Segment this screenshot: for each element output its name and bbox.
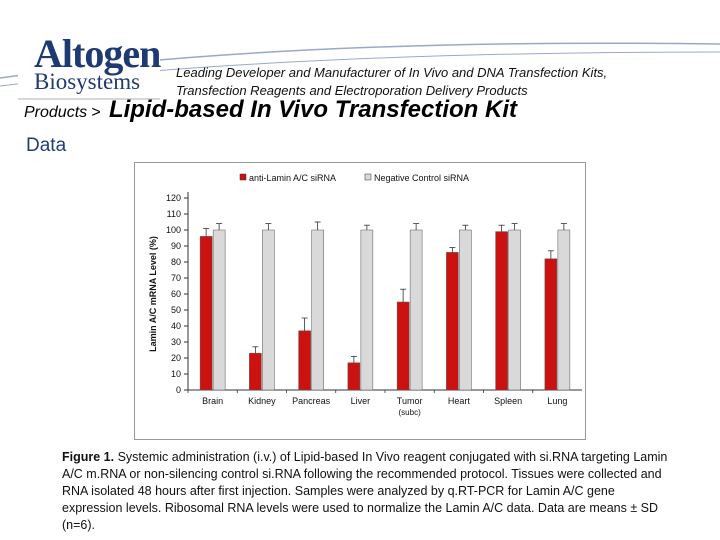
bar-series-2 [311,229,324,391]
x-tick-sublabel: (subc) [399,408,422,417]
lamin-expression-chart: anti-Lamin A/C siRNA Negative Control siR… [134,162,586,440]
x-tick-label: Brain [202,396,223,406]
logo-wordmark-bottom: Biosystems [34,69,141,94]
x-tick-label: Heart [448,396,471,406]
bar-series-1 [298,330,311,391]
breadcrumb-products-link[interactable]: Products [24,104,88,121]
bar-series-1 [495,231,508,391]
company-logo: Altogen Biosystems [18,24,161,100]
bar-series-2 [262,229,275,391]
y-tick-label: 30 [171,337,181,347]
y-tick-label: 100 [166,225,181,235]
y-tick-label: 70 [171,273,181,283]
x-tick-label: Spleen [494,396,522,406]
x-tick-label: Lung [547,396,567,406]
bar-series-2 [212,229,226,391]
y-tick-label: 20 [171,353,181,363]
breadcrumb-separator: > [91,104,101,121]
y-tick-label: 120 [166,193,181,203]
legend-swatch-series-1 [239,173,247,181]
breadcrumb: Products > Lipid-based In Vivo Transfecti… [24,96,517,124]
x-tick-label: Tumor [397,396,423,406]
bar-series-2 [508,229,521,391]
bar-series-2 [409,229,423,391]
bar-series-1 [249,352,262,391]
y-tick-label: 50 [171,305,181,315]
x-tick-label: Liver [351,396,371,406]
y-tick-label: 40 [171,321,181,331]
figure-caption-lead: Figure 1. [62,450,115,464]
legend-label-series-2: Negative Control siRNA [374,173,469,183]
legend-swatch-series-2 [364,173,372,181]
y-tick-label: 0 [176,385,181,395]
page-title: Lipid-based In Vivo Transfection Kit [108,96,517,123]
bar-series-2 [360,229,374,391]
y-tick-label: 10 [171,369,181,379]
y-tick-label: 80 [171,257,181,267]
bar-series-1 [446,252,459,391]
figure-caption-body: Systemic administration (i.v.) of Lipid-… [62,450,668,532]
bar-series-2 [557,229,571,391]
y-tick-label: 60 [171,289,181,299]
logo-wordmark-top: Altogen [34,31,161,76]
y-axis-label: Lamin A/C mRNA Level (%) [148,236,158,352]
x-tick-label: Pancreas [292,396,331,406]
section-title: Data [26,135,67,156]
y-tick-label: 90 [171,241,181,251]
company-tagline: Leading Developer and Manufacturer of In… [176,65,608,98]
y-tick-label: 110 [167,209,181,219]
bar-series-1 [544,258,558,391]
legend-label-series-1: anti-Lamin A/C siRNA [249,173,336,183]
bar-series-1 [347,362,361,391]
bar-series-1 [199,236,213,391]
x-tick-label: Kidney [248,396,276,406]
bar-series-2 [459,229,472,391]
bar-series-1 [396,301,410,391]
figure-caption: Figure 1. Systemic administration (i.v.)… [62,449,672,534]
